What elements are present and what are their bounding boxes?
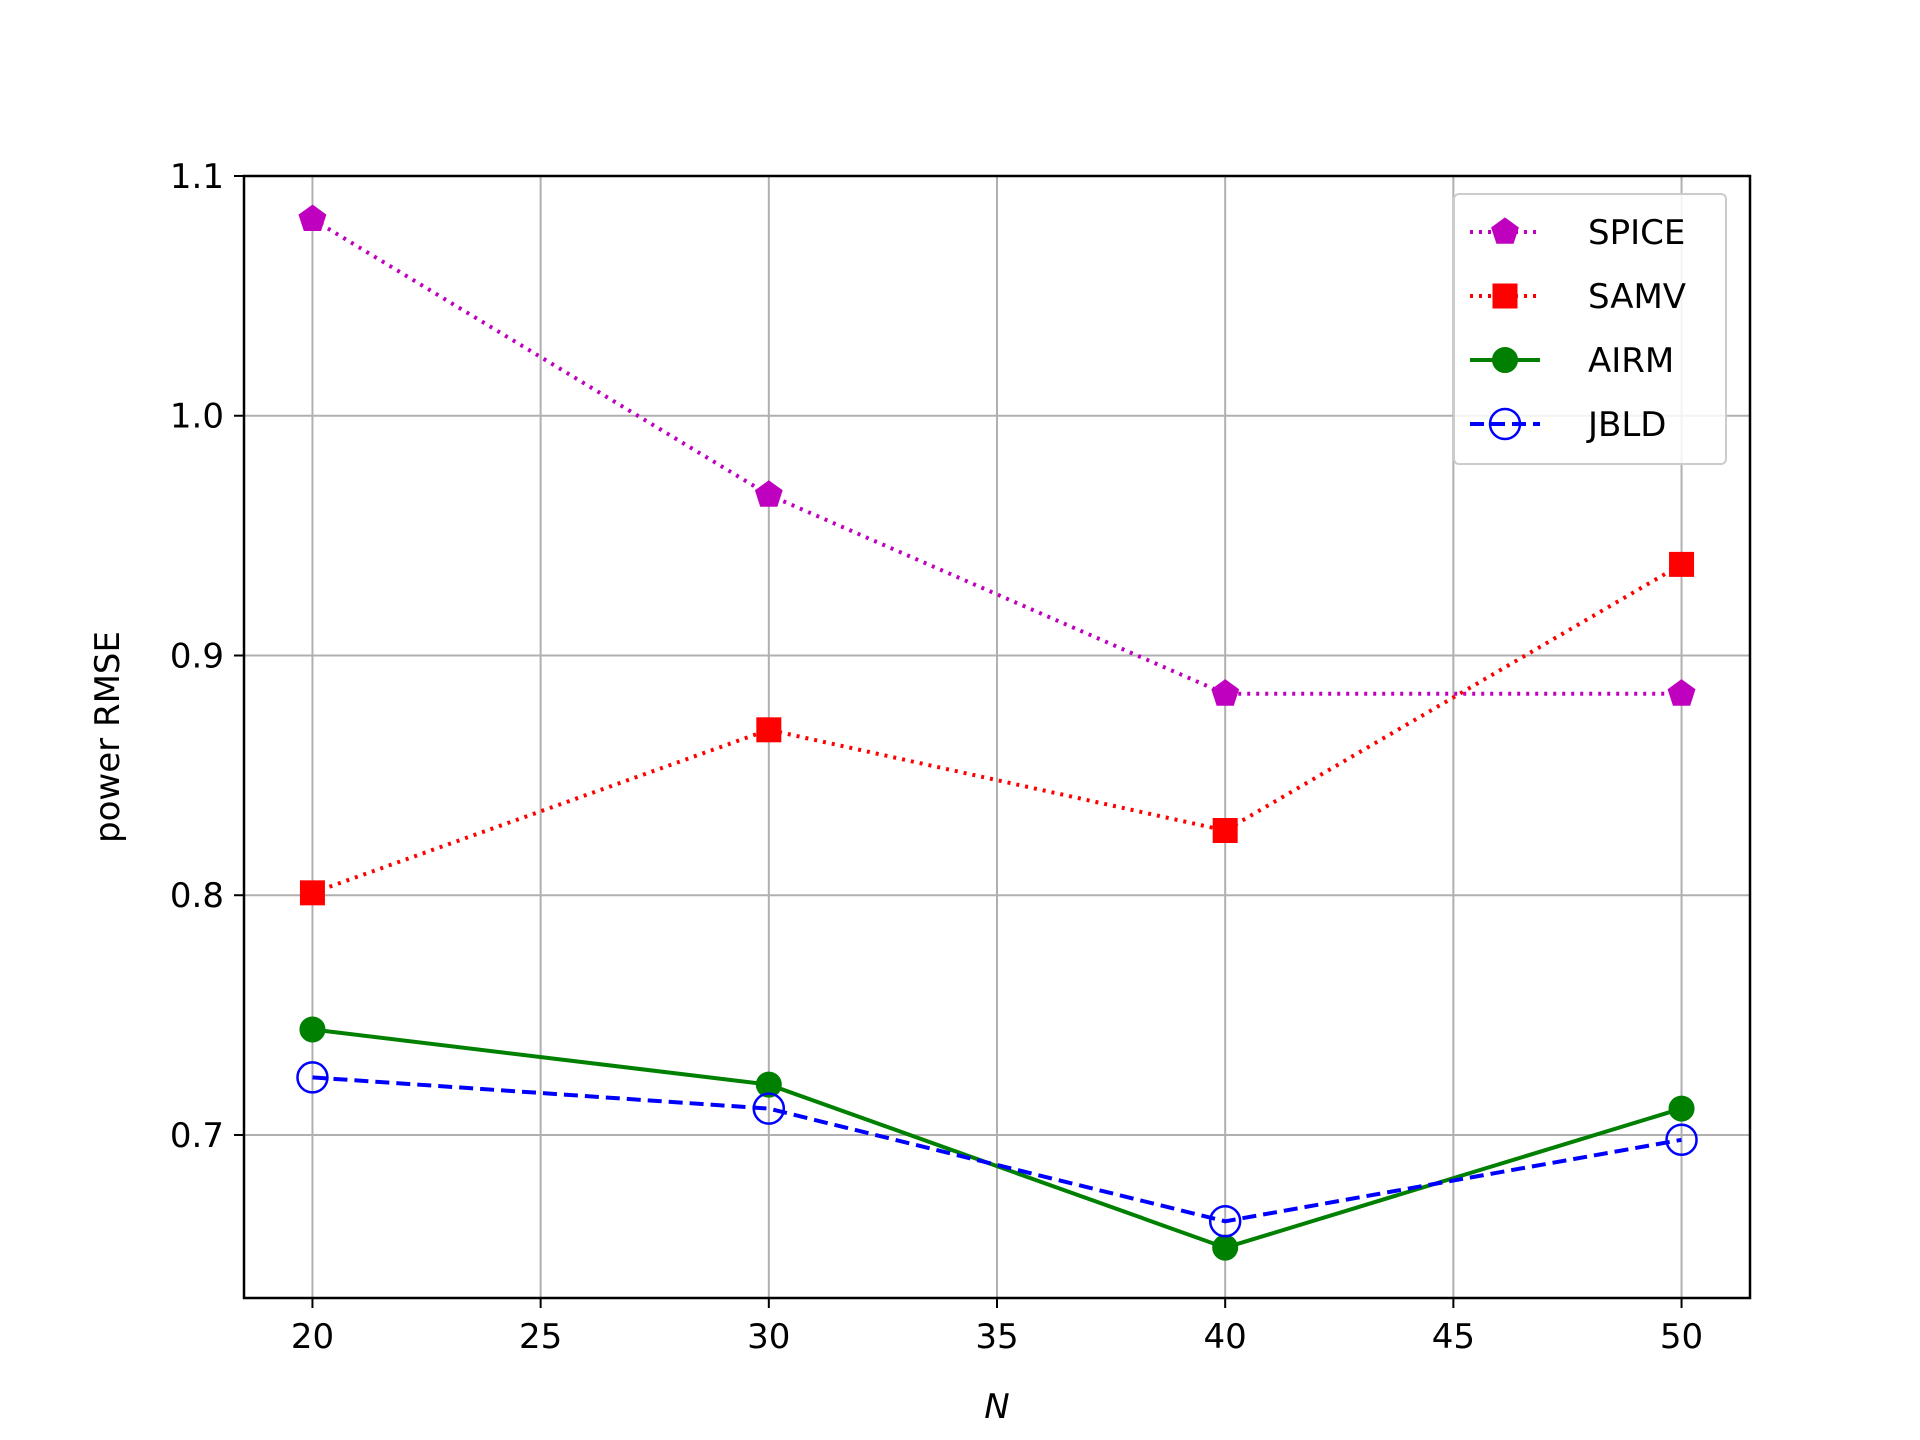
- data-point: [755, 1071, 782, 1098]
- series-airm: [299, 1016, 1695, 1261]
- series-jbld: [296, 1061, 1698, 1238]
- data-point: [299, 880, 325, 906]
- y-tick-label: 0.7: [170, 1116, 224, 1156]
- plot-series: [296, 204, 1698, 1261]
- x-tick-label: 30: [747, 1317, 790, 1357]
- series-line: [312, 1027, 1683, 1250]
- y-axis-label: power RMSE: [88, 631, 128, 843]
- legend-marker: [1492, 347, 1518, 373]
- legend: SPICE SAMV AIRM JBLD: [1453, 193, 1727, 465]
- data-point: [1667, 679, 1696, 706]
- x-tick-label: 25: [519, 1317, 562, 1357]
- legend-box: [1453, 193, 1727, 465]
- data-point: [298, 204, 327, 231]
- data-point: [754, 480, 783, 507]
- series-samv: [299, 551, 1695, 906]
- data-point: [1665, 1123, 1698, 1157]
- legend-label: SPICE: [1588, 213, 1685, 253]
- data-point: [752, 1092, 786, 1125]
- legend-item-spice: SPICE: [1470, 213, 1685, 253]
- series-line: [312, 1075, 1682, 1224]
- x-tick-label: 35: [975, 1317, 1018, 1357]
- series-line: [311, 562, 1683, 895]
- legend-marker: [1492, 283, 1518, 309]
- x-tick-label: 20: [291, 1317, 334, 1357]
- y-tick-label: 1.1: [170, 157, 224, 197]
- x-tick-label: 50: [1660, 1317, 1703, 1357]
- x-tick-label: 40: [1204, 1317, 1247, 1357]
- data-point: [299, 1016, 326, 1043]
- legend-marker: [1488, 407, 1522, 441]
- data-point: [296, 1061, 329, 1094]
- data-point: [1208, 1205, 1242, 1238]
- series-spice: [298, 204, 1696, 706]
- axis-ticks: 20 25 30 35 40 45 50 0.7 0.8 0.9 1.0 1.1: [170, 157, 1703, 1357]
- legend-marker: [1491, 217, 1519, 244]
- legend-item-airm: AIRM: [1470, 341, 1674, 381]
- data-point: [756, 717, 782, 743]
- legend-item-jbld: JBLD: [1470, 405, 1666, 445]
- legend-label: SAMV: [1588, 277, 1686, 317]
- x-axis-label: N: [984, 1387, 1009, 1427]
- y-tick-label: 0.9: [170, 636, 224, 676]
- legend-item-samv: SAMV: [1470, 277, 1686, 317]
- legend-label: AIRM: [1588, 341, 1674, 381]
- data-point: [1212, 1234, 1239, 1261]
- x-tick-label: 45: [1432, 1317, 1475, 1357]
- data-point: [1212, 818, 1238, 843]
- data-point: [1669, 551, 1695, 577]
- data-point: [1211, 679, 1240, 706]
- y-tick-label: 1.0: [170, 397, 224, 437]
- y-tick-label: 0.8: [170, 876, 224, 916]
- data-point: [1668, 1095, 1695, 1122]
- legend-label: JBLD: [1586, 405, 1666, 445]
